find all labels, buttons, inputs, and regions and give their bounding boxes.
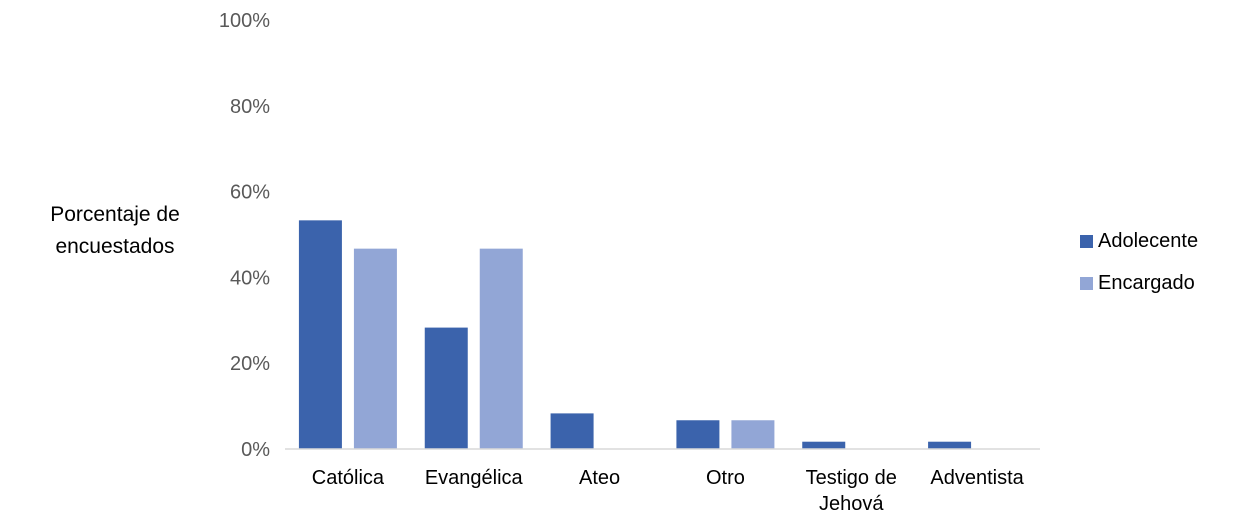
legend-swatch-adolecente xyxy=(1080,234,1093,248)
legend-swatch-encargado xyxy=(1080,276,1093,290)
y-tick-label: 80% xyxy=(230,96,270,118)
y-axis-ticks: 0% 20% 40% 60% 80% 100% xyxy=(219,10,270,461)
bar-encargado-0 xyxy=(353,248,397,449)
x-category-label: Testigo de Jehová xyxy=(806,467,897,515)
y-tick-label: 20% xyxy=(230,353,270,375)
bar-adolecente-0 xyxy=(298,220,342,449)
x-category-label: Otro xyxy=(706,467,745,489)
y-tick-label: 60% xyxy=(230,182,270,204)
bar-adolecente-4 xyxy=(802,441,846,449)
y-tick-label: 100% xyxy=(219,10,270,32)
legend-label-encargado: Encargado xyxy=(1098,271,1195,294)
legend-item-adolecente: Adolecente xyxy=(1080,228,1198,254)
x-category-label: Adventista xyxy=(930,467,1024,489)
y-axis-title-line-2: encuestados xyxy=(55,235,175,258)
y-axis-title-line-1: Porcentaje de xyxy=(50,203,180,226)
bar-encargado-1 xyxy=(479,248,523,449)
x-category-label: Evangélica xyxy=(425,467,524,489)
y-tick-label: 40% xyxy=(230,267,270,289)
bar-encargado-3 xyxy=(731,420,775,449)
bar-adolecente-3 xyxy=(676,420,720,449)
bar-adolecente-2 xyxy=(550,413,594,449)
x-category-label: Católica xyxy=(312,467,385,489)
x-axis-labels: Católica Evangélica Ateo Otro Testigo de Jeho… xyxy=(312,467,1025,515)
bars xyxy=(298,220,972,449)
legend-label-adolecente: Adolecente xyxy=(1098,229,1199,252)
legend-item-encargado: Encargado xyxy=(1080,270,1198,296)
y-tick-label: 0% xyxy=(241,439,270,461)
bar-adolecente-1 xyxy=(424,327,468,449)
legend: Adolecente Encargado xyxy=(1080,228,1198,312)
bar-adolecente-5 xyxy=(928,441,972,449)
x-category-label: Ateo xyxy=(579,467,620,489)
